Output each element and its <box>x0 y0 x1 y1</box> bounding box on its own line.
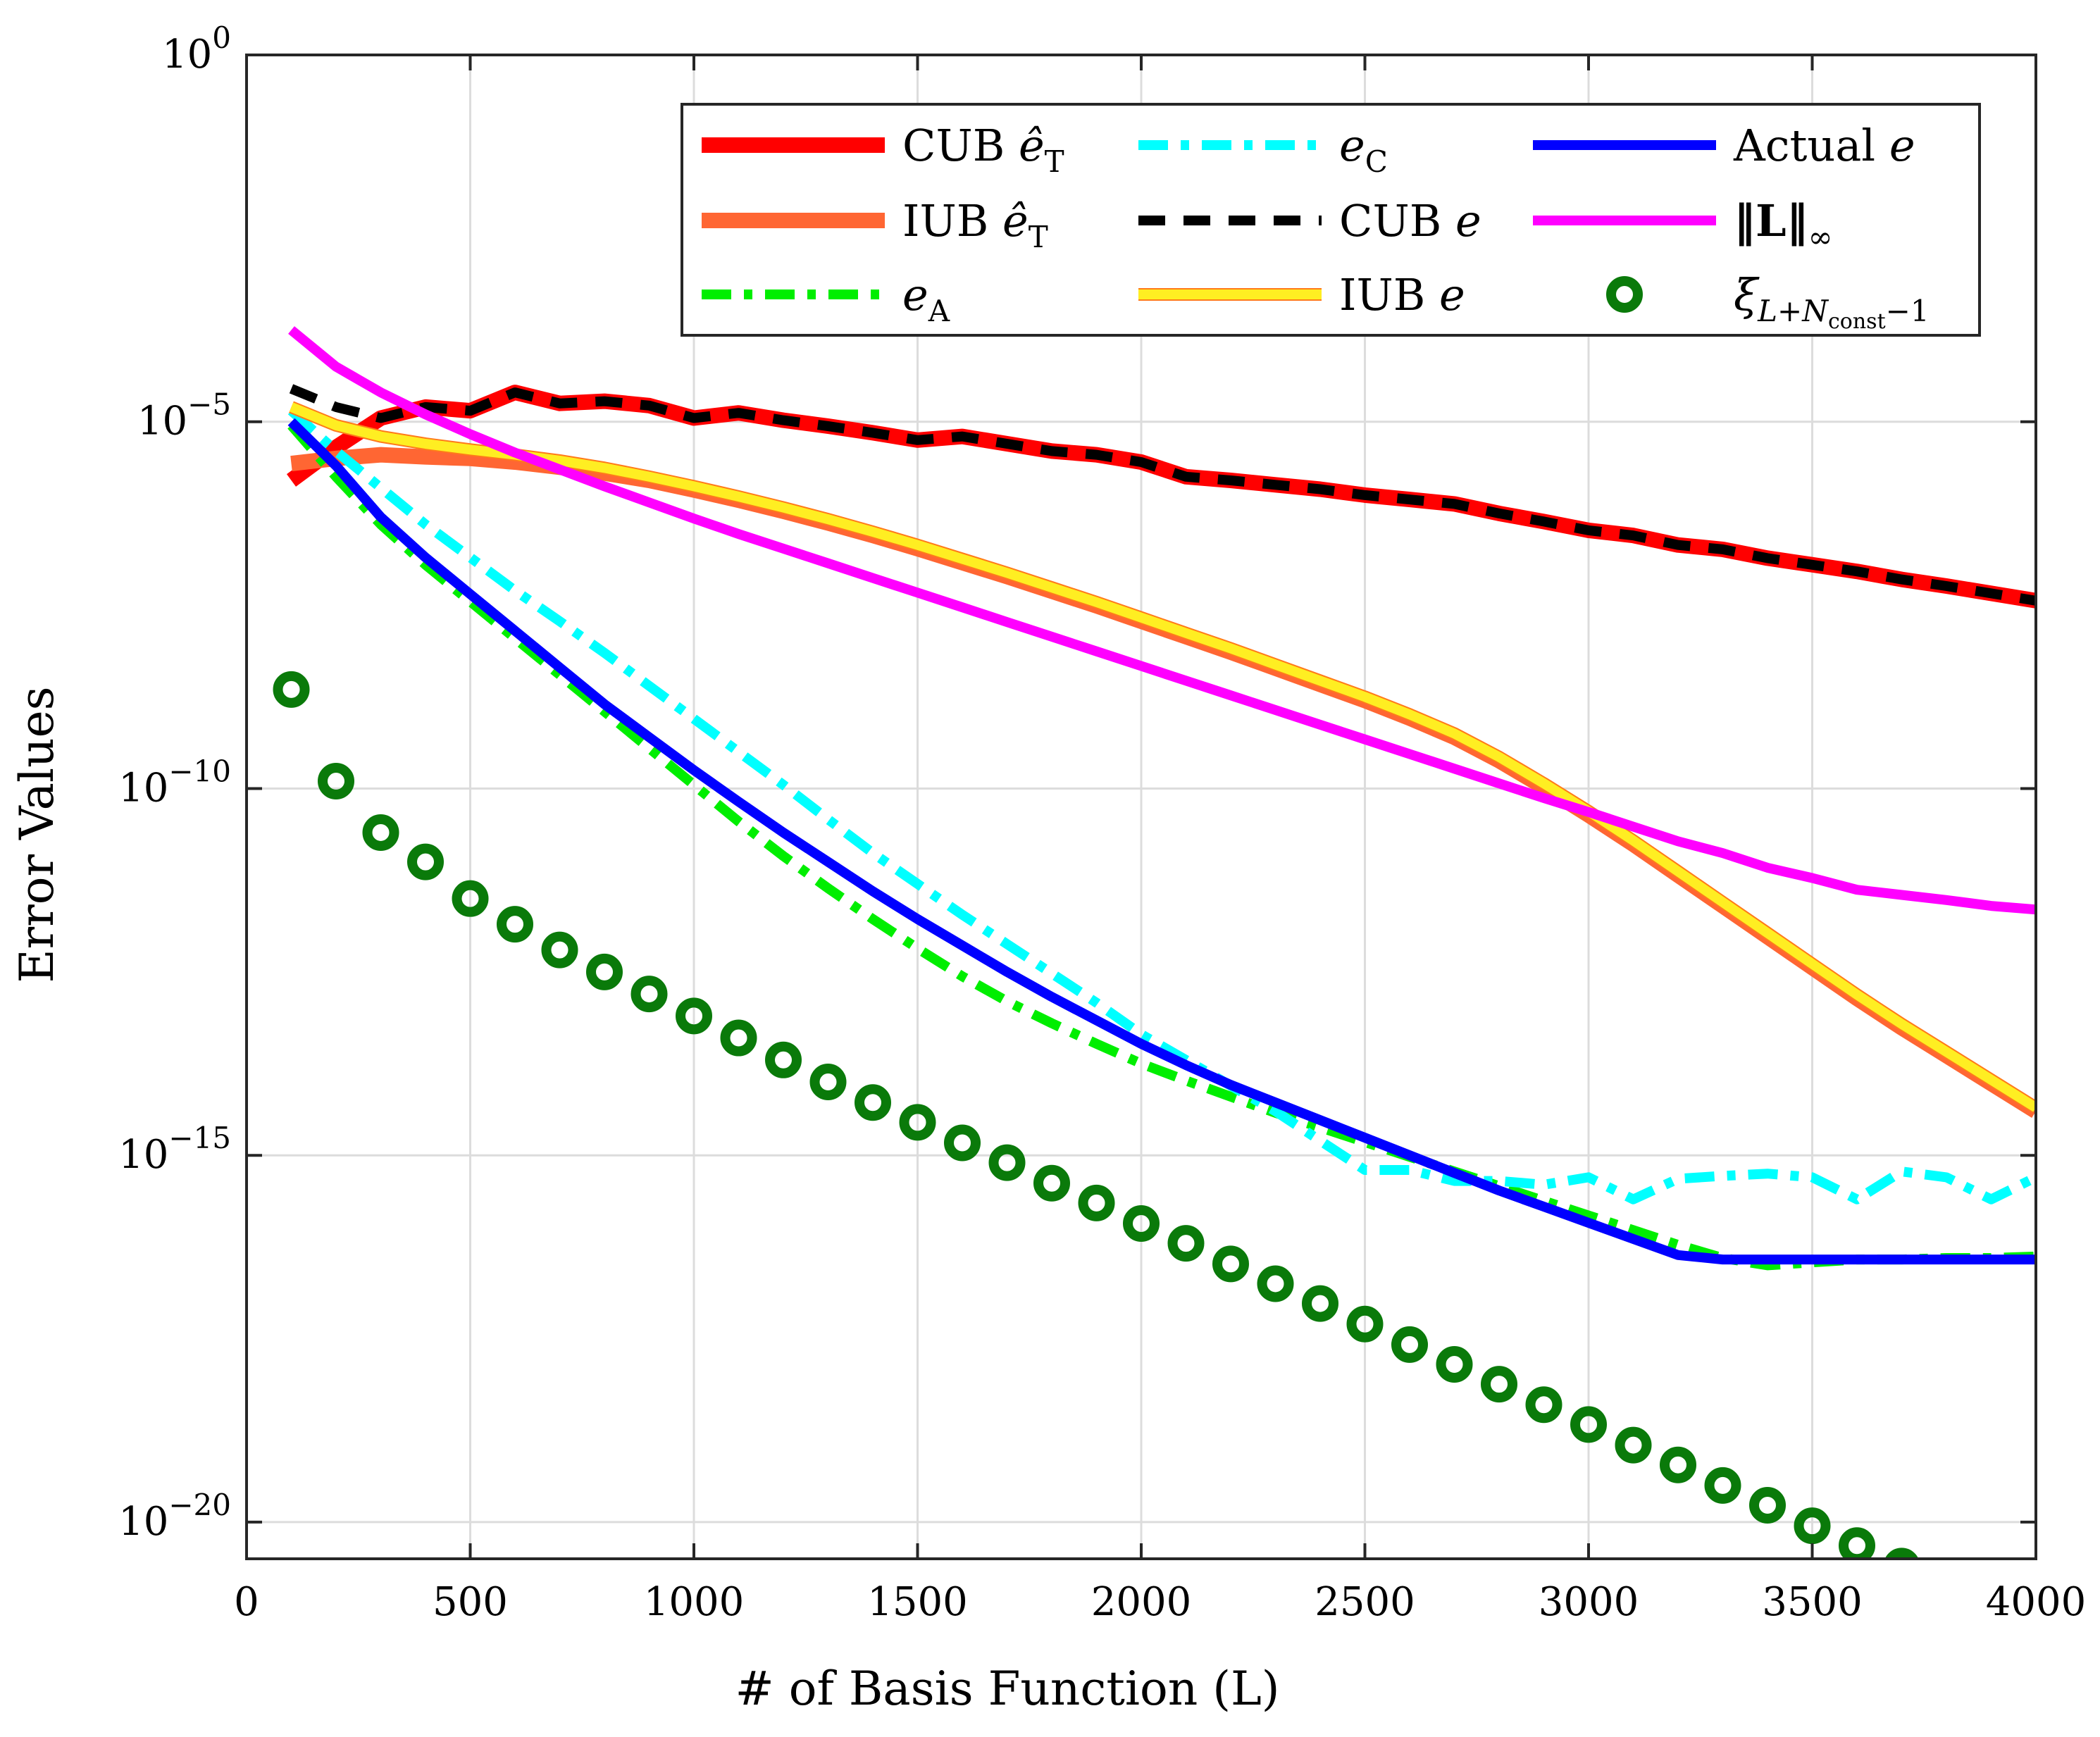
y-axis-title: Error Values <box>10 686 64 983</box>
xi-marker <box>1704 1467 1741 1504</box>
x-tick-label: 2500 <box>1315 1579 1415 1625</box>
xi-marker <box>1033 1164 1070 1202</box>
y-tick-label: 10−15 <box>118 1121 231 1178</box>
x-tick-label: 4000 <box>1986 1579 2087 1625</box>
xi-marker <box>765 1041 802 1078</box>
xi-marker <box>720 1019 757 1057</box>
xi-marker <box>1525 1386 1562 1424</box>
legend-label: ξL+Nconst−1 <box>1734 269 1930 334</box>
xi-marker <box>1749 1486 1786 1524</box>
legend-box <box>681 103 1981 337</box>
xi-marker <box>1570 1406 1607 1443</box>
xi-marker <box>407 843 444 880</box>
xi-marker <box>541 931 578 969</box>
y-tick-label: 100 <box>162 20 231 77</box>
legend-entry: eC <box>1138 120 1388 179</box>
x-tick-label: 3500 <box>1762 1579 1863 1625</box>
y-tick-label: 10−20 <box>118 1488 231 1545</box>
plot-series <box>273 326 2036 1559</box>
xi-marker <box>1481 1366 1517 1403</box>
legend: CUB êT IUB êT eA eC CUB e IUB e Actual e ‖L‖∞ ξL… <box>681 103 1981 337</box>
legend-label: Actual e <box>1733 120 1915 171</box>
series-line-cub-t <box>286 385 2036 609</box>
xi-marker <box>452 880 489 917</box>
series-line-e-c <box>287 406 2036 1204</box>
xi-marker <box>362 814 399 851</box>
x-tick-label: 2000 <box>1091 1579 1192 1625</box>
xi-marker <box>273 671 310 708</box>
xi-marker <box>1839 1527 1875 1559</box>
x-axis-title: # of Basis Function (L) <box>735 1662 1279 1716</box>
xi-marker <box>497 906 533 943</box>
legend-entry: CUB e <box>1138 195 1481 247</box>
xi-marker <box>318 763 354 800</box>
xi-marker <box>944 1124 981 1162</box>
legend-entry: Actual e <box>1533 120 1915 171</box>
x-tick-label: 500 <box>433 1579 508 1625</box>
xi-marker <box>676 997 712 1035</box>
xi-marker <box>1078 1184 1115 1221</box>
xi-marker <box>586 953 623 990</box>
xi-marker <box>1346 1305 1384 1343</box>
series-xi-markers <box>273 671 1919 1559</box>
x-tick-label: 1000 <box>644 1579 745 1625</box>
legend-entry: ξL+Nconst−1 <box>1606 269 1930 334</box>
legend-label: IUB e <box>1339 269 1465 320</box>
xi-marker <box>899 1104 936 1141</box>
x-tick-label: 1500 <box>867 1579 968 1625</box>
x-tick-label: 3000 <box>1539 1579 1639 1625</box>
xi-marker <box>1884 1548 1919 1559</box>
legend-label: eC <box>1339 120 1388 179</box>
legend-entry: CUB êT <box>702 120 1064 179</box>
xi-marker <box>809 1064 847 1101</box>
x-tick-label: 0 <box>234 1579 259 1625</box>
xi-marker <box>1660 1446 1696 1483</box>
legend-entry: ‖L‖∞ <box>1533 195 1833 254</box>
legend-label: IUB êT <box>902 195 1048 254</box>
xi-marker <box>1123 1205 1160 1243</box>
legend-label: ‖L‖∞ <box>1734 195 1833 254</box>
xi-marker <box>1257 1265 1294 1302</box>
legend-swatch-marker <box>1606 276 1643 313</box>
xi-marker <box>1794 1507 1831 1545</box>
xi-marker <box>988 1144 1026 1181</box>
legend-entry: eA <box>702 269 950 328</box>
legend-entry: IUB e <box>1138 269 1465 320</box>
legend-label: eA <box>902 269 950 328</box>
xi-marker <box>1167 1225 1205 1262</box>
xi-marker <box>1436 1346 1473 1383</box>
legend-label: CUB êT <box>902 120 1064 179</box>
y-tick-label: 10−5 <box>137 387 231 444</box>
legend-entry: IUB êT <box>702 195 1048 254</box>
y-tick-label: 10−10 <box>118 754 231 811</box>
legend-label: CUB e <box>1339 195 1481 247</box>
xi-marker <box>855 1084 891 1121</box>
series-line-l-inf <box>288 326 2036 915</box>
axes: 0 500 1000 1500 2000 2500 3000 3500 4000 100 10−5 1… <box>118 20 2086 1625</box>
xi-marker <box>1615 1426 1652 1464</box>
series-line-e-a <box>287 422 2036 1271</box>
xi-marker <box>1212 1245 1249 1283</box>
xi-marker <box>1391 1326 1428 1363</box>
series-line-iub-e <box>289 402 2036 1112</box>
xi-marker <box>1302 1285 1338 1322</box>
xi-marker <box>630 976 668 1013</box>
series-line-actual-e <box>287 418 2036 1265</box>
